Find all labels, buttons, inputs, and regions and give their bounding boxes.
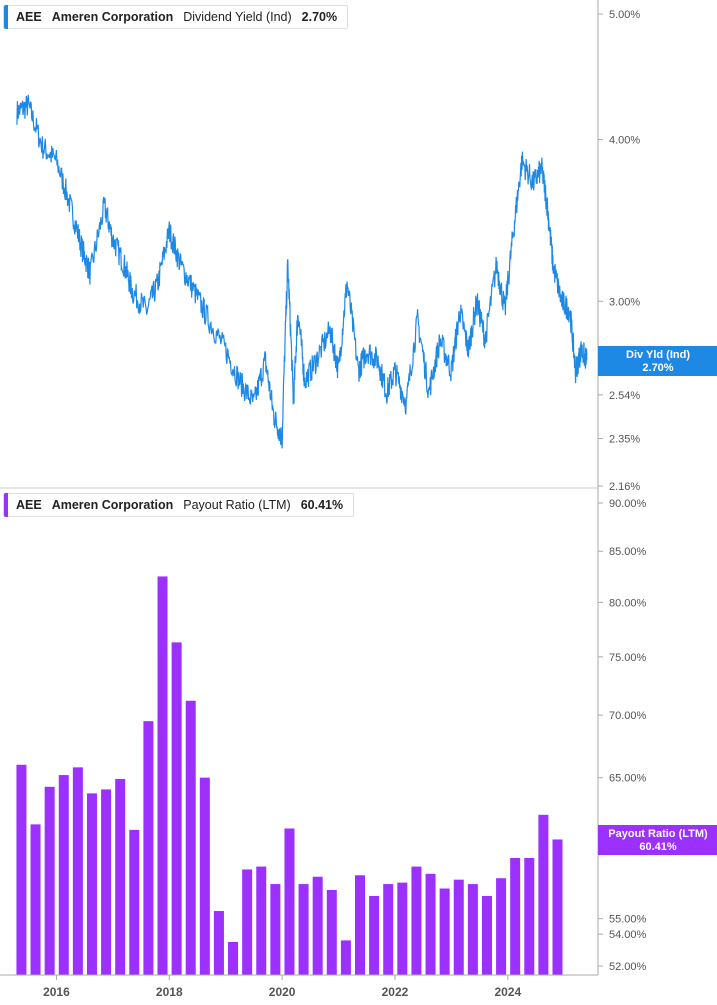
dividend-yield-line <box>16 94 588 449</box>
bottom-legend-ticker: AEE <box>16 498 42 512</box>
top-y-tick-label: 5.00% <box>609 9 640 21</box>
payout-bar <box>467 884 478 975</box>
payout-bar <box>524 857 535 975</box>
payout-bar <box>157 576 168 975</box>
bottom-y-tick-label: 52.00% <box>609 961 647 973</box>
bottom-y-tick-label: 65.00% <box>609 773 647 785</box>
x-tick-label: 2024 <box>494 985 521 999</box>
bottom-y-tick-label: 75.00% <box>609 652 647 664</box>
payout-bar <box>101 789 112 975</box>
top-y-tick-label: 2.54% <box>609 390 640 402</box>
x-axis-ticks: 2016 2018 2020 2022 2024 <box>43 975 522 999</box>
payout-ratio-badge-value: 60.41% <box>639 841 677 853</box>
bottom-y-tick-label: 85.00% <box>609 546 647 558</box>
payout-bar <box>115 778 126 975</box>
bottom-legend: AEE Ameren Corporation Payout Ratio (LTM… <box>3 493 355 517</box>
bottom-y-tick-label: 70.00% <box>609 710 647 722</box>
payout-ratio-badge-label: Payout Ratio (LTM) <box>608 828 708 840</box>
top-legend-company: Ameren Corporation <box>51 10 174 24</box>
payout-bar <box>425 873 436 975</box>
payout-bar <box>86 793 97 975</box>
top-y-tick-label: 4.00% <box>609 134 640 146</box>
payout-bar <box>185 700 196 975</box>
bottom-legend-company: Ameren Corporation <box>51 498 174 512</box>
payout-ratio-badge: Payout Ratio (LTM) 60.41% <box>598 825 717 855</box>
payout-bar <box>355 875 366 975</box>
top-legend-value: 2.70% <box>301 10 338 24</box>
payout-bar <box>453 879 464 975</box>
payout-bar <box>298 884 309 975</box>
top-y-axis-ticks: 5.00% 4.00% 3.00% 2.54% 2.35% 2.16% <box>598 9 640 493</box>
div-yield-badge-label: Div Yld (Ind) <box>626 349 690 361</box>
payout-bar <box>383 884 394 975</box>
top-legend-ticker: AEE <box>16 10 42 24</box>
top-y-tick-label: 3.00% <box>609 296 640 308</box>
payout-bar <box>16 764 27 975</box>
payout-bar <box>44 786 55 975</box>
payout-bar <box>439 888 450 975</box>
bottom-y-tick-label: 54.00% <box>609 929 647 941</box>
payout-bar <box>256 866 267 975</box>
payout-bar <box>72 767 83 975</box>
payout-bar <box>496 878 507 975</box>
top-legend-metric: Dividend Yield (Ind) <box>183 10 292 24</box>
payout-bar <box>129 829 140 975</box>
payout-bar <box>340 940 351 975</box>
payout-bar <box>171 642 182 975</box>
bottom-legend-color-swatch <box>4 493 8 517</box>
top-y-tick-label: 2.35% <box>609 434 640 446</box>
payout-bar <box>552 839 563 975</box>
bottom-legend-metric: Payout Ratio (LTM) <box>183 498 291 512</box>
payout-bar <box>213 911 224 975</box>
div-yield-badge-value: 2.70% <box>642 362 673 374</box>
top-legend: AEE Ameren Corporation Dividend Yield (I… <box>3 5 349 29</box>
payout-bar <box>228 941 239 975</box>
bottom-y-tick-label: 80.00% <box>609 597 647 609</box>
x-tick-label: 2022 <box>382 985 409 999</box>
payout-bar <box>369 895 380 975</box>
payout-bar <box>284 828 295 975</box>
div-yield-badge: Div Yld (Ind) 2.70% <box>598 346 717 376</box>
bottom-y-tick-label: 55.00% <box>609 914 647 926</box>
bottom-y-axis-ticks: 90.00%85.00%80.00%75.00%70.00%65.00%60.0… <box>598 498 647 973</box>
payout-bar <box>411 866 422 975</box>
payout-bar <box>481 895 492 975</box>
payout-bar <box>510 857 521 975</box>
payout-bar <box>242 869 253 975</box>
x-tick-label: 2018 <box>156 985 183 999</box>
top-legend-color-swatch <box>4 5 8 29</box>
bottom-legend-value: 60.41% <box>300 498 344 512</box>
payout-bar <box>143 721 154 975</box>
payout-bar <box>199 777 210 975</box>
payout-bar <box>538 814 549 975</box>
bottom-y-tick-label: 90.00% <box>609 498 647 510</box>
x-tick-label: 2016 <box>43 985 70 999</box>
payout-bar <box>326 889 337 975</box>
payout-bar <box>58 775 69 975</box>
payout-bar <box>312 876 323 975</box>
payout-bar <box>397 882 408 975</box>
top-y-tick-label: 2.16% <box>609 481 640 493</box>
x-tick-label: 2020 <box>269 985 296 999</box>
payout-ratio-bars <box>16 576 563 975</box>
payout-bar <box>270 884 281 975</box>
payout-bar <box>30 824 41 975</box>
